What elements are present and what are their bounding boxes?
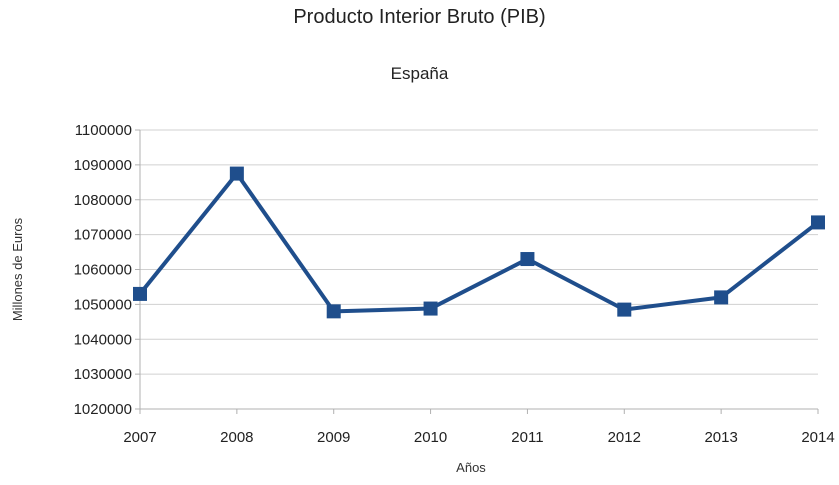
data-point-marker: [714, 290, 729, 305]
data-point-marker: [617, 302, 632, 317]
x-tick-label: 2008: [220, 429, 253, 446]
chart-subtitle: España: [390, 64, 449, 83]
y-tick-labels: 1100000 1090000 1080000 1070000 1060000 10500…: [74, 122, 132, 418]
x-tick-label: 2010: [414, 429, 447, 446]
y-tick-label: 1100000: [75, 122, 132, 139]
data-point-marker: [811, 215, 825, 230]
y-axis-label: Millones de Euros: [10, 217, 25, 321]
series-line: [138, 171, 820, 314]
data-point-marker: [133, 286, 147, 301]
y-tick-label: 1070000: [74, 227, 132, 244]
data-point-marker: [423, 301, 438, 316]
series: [133, 166, 825, 319]
chart-title: Producto Interior Bruto (PIB): [293, 6, 546, 28]
x-tick-labels: 2007 2008 2009 2010 2011 2012 2013 2014: [123, 429, 834, 446]
x-tick-label: 2013: [704, 429, 737, 446]
data-point-marker: [520, 252, 535, 267]
y-tick-label: 1050000: [74, 296, 132, 313]
axes: [135, 129, 819, 414]
y-tick-label: 1030000: [74, 366, 132, 383]
x-tick-label: 2012: [608, 429, 641, 446]
y-tick-label: 1020000: [74, 401, 132, 418]
x-tick-label: 2009: [317, 429, 350, 446]
y-tick-label: 1090000: [74, 157, 132, 174]
x-tick-label: 2014: [801, 429, 834, 446]
data-point-marker: [326, 304, 341, 319]
x-axis-label: Años: [456, 460, 486, 475]
data-point-marker: [229, 166, 244, 181]
y-tick-label: 1040000: [74, 331, 132, 348]
y-tick-label: 1060000: [74, 262, 132, 279]
y-tick-label: 1080000: [74, 192, 132, 209]
x-tick-label: 2007: [123, 429, 156, 446]
x-tick-label: 2011: [511, 429, 543, 446]
